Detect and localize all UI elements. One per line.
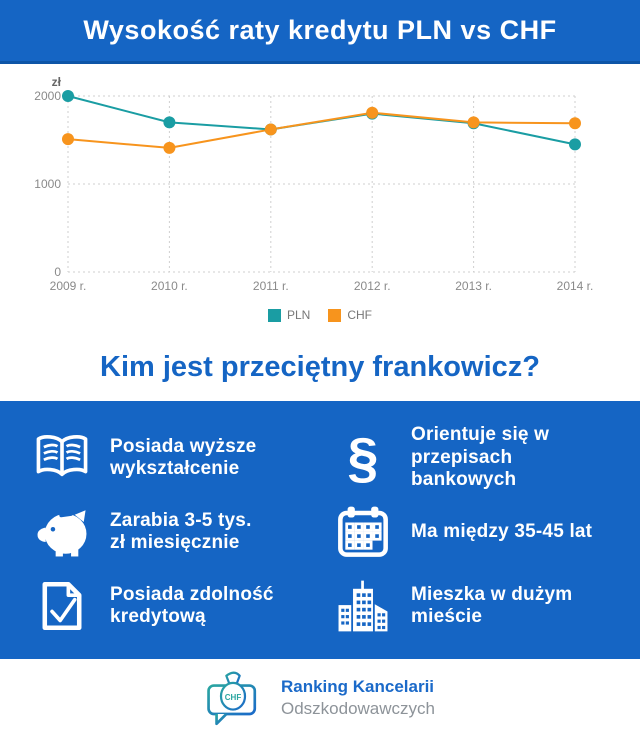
page-title: Wysokość raty kredytu PLN vs CHF (83, 15, 557, 45)
brand-logo-chf-bag-icon: CHF (205, 669, 269, 727)
x-tick-label: 2013 r. (455, 279, 492, 293)
fact-label: Mieszka w dużym mieście (411, 583, 573, 627)
y-tick-label: 0 (54, 265, 61, 279)
chart-section: 0 1000 2000 zł 2009 r. 2010 r. 2011 r. 2012 r. 2… (0, 64, 640, 334)
x-tick-label: 2011 r. (253, 279, 289, 293)
fact-label: Zarabia 3-5 tys. zł miesięcznie (110, 509, 252, 553)
city-buildings-icon (331, 574, 395, 638)
header-bar: Wysokość raty kredytu PLN vs CHF (0, 0, 640, 64)
open-book-icon (30, 426, 94, 490)
y-tick-label: 2000 (34, 89, 61, 103)
fact-label: Orientuje się w przepisach bankowych (411, 424, 550, 491)
x-tick-label: 2012 r. (354, 279, 391, 293)
y-tick-label: 1000 (34, 177, 61, 191)
piggy-bank-icon (30, 500, 94, 564)
legend-label: CHF (347, 308, 372, 322)
data-point-CHF (467, 116, 480, 129)
fact-law-knowledge: § Orientuje się w przepisach bankowych (331, 421, 614, 495)
fact-earnings: Zarabia 3-5 tys. zł miesięcznie (30, 495, 313, 569)
fact-label: Posiada wyższe wykształcenie (110, 435, 257, 479)
legend-label: PLN (286, 308, 311, 322)
subheading-title: Kim jest przeciętny frankowicz? (100, 351, 540, 383)
paragraph-icon: § (347, 426, 379, 489)
legend-item-PLN: PLN (267, 308, 311, 322)
fact-education: Posiada wyższe wykształcenie (30, 421, 313, 495)
document-check-icon (30, 574, 94, 638)
legend-item-CHF: CHF (328, 308, 372, 322)
footer: CHF Ranking Kancelarii Odszkodowawczych (0, 659, 640, 736)
data-point-CHF (62, 133, 74, 146)
legend-swatch-PLN (267, 308, 281, 322)
fact-creditworthiness: Posiada zdolność kredytową (30, 569, 313, 643)
y-axis-label: zł (52, 75, 62, 89)
chart-legend: PLN CHF (0, 308, 640, 322)
legend-swatch-CHF (328, 308, 342, 322)
data-point-PLN (163, 116, 176, 129)
data-point-CHF (366, 106, 379, 119)
data-point-CHF (264, 123, 277, 136)
facts-section: Posiada wyższe wykształcenie § Orientuje… (0, 401, 640, 659)
fact-age: Ma między 35-45 lat (331, 495, 614, 569)
brand-name-line2: Odszkodowawczych (280, 698, 435, 718)
calendar-icon (331, 500, 395, 564)
data-point-PLN (62, 90, 74, 102)
series-line-CHF (67, 111, 576, 149)
brand-text: Ranking Kancelarii Odszkodowawczych (281, 676, 435, 719)
fact-label: Ma między 35-45 lat (411, 520, 593, 542)
fact-label: Posiada zdolność kredytową (110, 583, 274, 627)
fact-big-city: Mieszka w dużym mieście (331, 569, 614, 643)
subheading-section: Kim jest przeciętny frankowicz? (0, 334, 640, 401)
data-point-CHF (163, 141, 176, 154)
svg-text:CHF: CHF (225, 692, 242, 701)
data-point-CHF (569, 117, 581, 130)
data-point-PLN (569, 138, 581, 151)
x-tick-label: 2014 r. (557, 279, 594, 293)
x-tick-label: 2010 r. (151, 279, 188, 293)
x-tick-label: 2009 r. (50, 279, 87, 293)
brand-name-line1: Ranking Kancelarii (280, 677, 435, 697)
